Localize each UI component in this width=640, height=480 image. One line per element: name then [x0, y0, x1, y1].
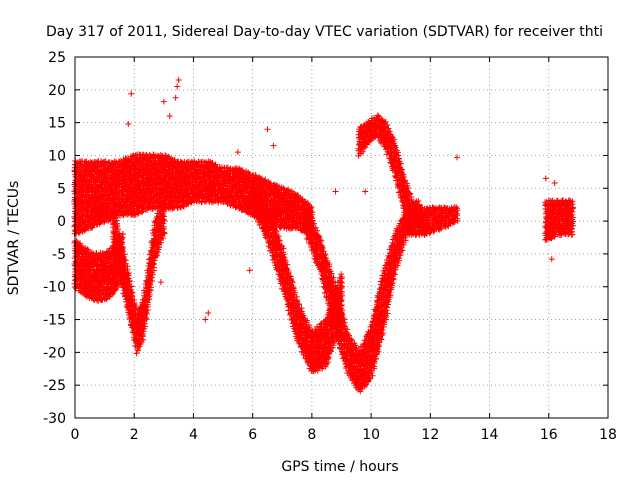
y-tick-label: 20 — [48, 83, 66, 99]
data-point — [121, 161, 128, 168]
x-tick-label: 6 — [248, 427, 257, 443]
data-point — [133, 350, 140, 357]
x-tick-label: 12 — [421, 427, 439, 443]
y-tick-label: -5 — [52, 247, 66, 263]
y-tick-label: 25 — [48, 50, 66, 66]
x-tick-label: 2 — [130, 427, 139, 443]
data-point — [88, 224, 95, 231]
x-tick-label: 4 — [189, 427, 198, 443]
y-tick-label: 5 — [57, 181, 66, 197]
x-tick-label: 8 — [307, 427, 316, 443]
x-tick-label: 18 — [599, 427, 617, 443]
y-tick-label: 0 — [57, 214, 66, 230]
data-point — [113, 190, 120, 197]
data-point — [146, 259, 153, 266]
chart-title: Day 317 of 2011, Sidereal Day-to-day VTE… — [46, 24, 603, 40]
x-tick-label: 10 — [362, 427, 380, 443]
y-tick-label: -10 — [43, 280, 66, 296]
y-tick-label: -20 — [43, 345, 66, 361]
y-tick-label: 10 — [48, 148, 66, 164]
y-axis-ticks: -30 -25 -20 -15 -10 -5 0 5 10 15 20 25 — [43, 50, 608, 427]
y-tick-label: -15 — [43, 313, 66, 329]
y-tick-label: -30 — [43, 411, 66, 427]
y-tick-label: 15 — [48, 116, 66, 132]
x-tick-label: 0 — [71, 427, 80, 443]
x-tick-label: 14 — [481, 427, 499, 443]
x-axis-ticks: 0 2 4 6 8 10 12 14 16 18 — [71, 57, 617, 443]
data-point — [81, 226, 88, 233]
data-points — [71, 76, 577, 395]
x-tick-label: 16 — [540, 427, 558, 443]
y-tick-label: -25 — [43, 378, 66, 394]
data-point — [105, 168, 112, 175]
